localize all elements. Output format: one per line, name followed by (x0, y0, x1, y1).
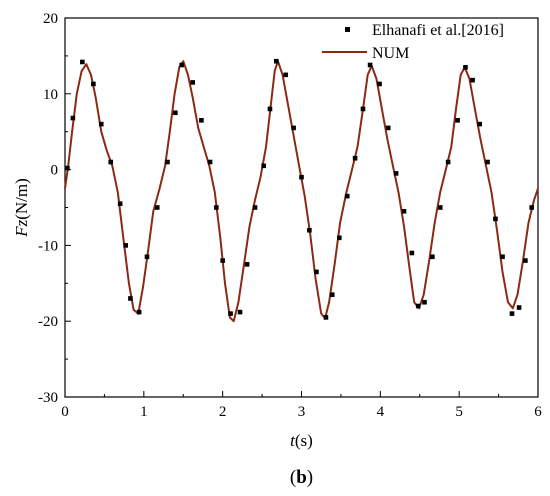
experiment-point-30 (307, 227, 312, 233)
legend-marker-experiment (345, 27, 350, 32)
experiment-point-2 (80, 59, 85, 65)
x-tick-label-6: 6 (534, 404, 542, 420)
experiment-point-24 (261, 163, 266, 169)
experiment-point-21 (237, 309, 243, 315)
y-tick-label-3: 0 (51, 163, 59, 179)
axis-ticks: 0 1 2 3 4 5 6 -30 -20 -10 0 10 20 (38, 11, 542, 420)
panel-label-open: ( (290, 467, 296, 488)
experiment-point-55 (500, 254, 505, 260)
experiment-point-56 (509, 311, 515, 316)
experiment-point-9 (136, 309, 142, 315)
experiment-point-23 (252, 205, 258, 210)
panel-label-close: ) (307, 467, 313, 488)
experiment-point-1 (70, 115, 76, 121)
experiment-point-53 (485, 159, 490, 165)
experiment-point-20 (228, 311, 233, 316)
x-tick-label-3: 3 (298, 404, 306, 420)
experiment-point-52 (477, 121, 482, 127)
experiment-point-49 (455, 118, 460, 123)
experiment-point-37 (360, 106, 366, 112)
experiment-point-59 (529, 205, 534, 210)
experiment-point-19 (220, 258, 225, 263)
y-tick-label-0: -30 (38, 390, 58, 406)
series-layer (64, 58, 539, 323)
x-tick-label-4: 4 (377, 404, 385, 420)
experiment-point-6 (117, 201, 123, 207)
experiment-point-44 (415, 303, 421, 309)
experiment-point-50 (463, 64, 468, 70)
experiment-point-7 (123, 243, 129, 248)
experiment-point-28 (291, 125, 296, 131)
x-tick-label-0: 0 (61, 404, 69, 420)
experiment-point-4 (98, 121, 104, 127)
panel-label-letter: b (296, 467, 307, 488)
experiment-point-57 (516, 305, 522, 310)
experiment-point-51 (470, 77, 475, 83)
experiment-point-26 (273, 58, 279, 64)
experiment-point-46 (430, 254, 435, 260)
experiment-point-16 (199, 118, 204, 123)
experiment-point-38 (367, 62, 373, 68)
x-axis-label-italic: t (290, 431, 296, 450)
y-axis-label: Fz(N/m) (12, 178, 31, 238)
experiment-point-22 (244, 262, 250, 267)
experiment-point-33 (329, 292, 335, 297)
y-axis-label-unit: (N/m) (12, 178, 31, 220)
experiment-point-18 (214, 205, 219, 210)
series-line-num (64, 60, 539, 323)
x-axis-label-unit: (s) (295, 431, 313, 450)
experiment-point-31 (314, 269, 319, 275)
y-tick-label-1: -20 (38, 314, 58, 330)
panel-label: (b) (290, 467, 313, 488)
experiment-point-41 (393, 171, 399, 176)
experiment-point-39 (377, 81, 382, 87)
experiment-point-48 (445, 159, 451, 165)
experiment-point-32 (323, 315, 329, 320)
y-tick-label-5: 20 (43, 11, 58, 27)
experiment-point-36 (352, 155, 358, 161)
experiment-point-54 (493, 216, 498, 222)
experiment-point-5 (108, 159, 114, 165)
experiment-point-8 (128, 296, 133, 301)
experiment-point-40 (385, 125, 391, 131)
experiment-point-58 (523, 258, 528, 263)
y-tick-label-2: -10 (38, 238, 58, 254)
y-axis-label-italic: Fz (12, 219, 31, 237)
experiment-point-47 (437, 205, 443, 210)
legend-label-experiment: Elhanafi et al.[2016] (372, 22, 504, 39)
experiment-point-15 (190, 80, 196, 85)
experiment-point-13 (173, 110, 178, 116)
experiment-point-17 (207, 159, 213, 165)
x-tick-label-1: 1 (140, 404, 148, 420)
experiment-point-11 (154, 205, 160, 210)
experiment-point-27 (283, 72, 289, 78)
experiment-point-29 (299, 174, 304, 180)
x-tick-label-2: 2 (219, 404, 227, 420)
experiment-point-10 (144, 254, 150, 260)
experiment-point-0 (65, 165, 70, 171)
experiment-point-14 (179, 62, 184, 68)
legend-label-num: NUM (372, 45, 409, 62)
experiment-point-12 (165, 159, 170, 165)
experiment-point-42 (401, 208, 407, 214)
y-tick-label-4: 10 (43, 87, 58, 103)
experiment-point-43 (409, 250, 415, 256)
x-axis-label: t(s) (290, 431, 313, 450)
x-tick-label-5: 5 (455, 404, 463, 420)
legend: Elhanafi et al.[2016] NUM (322, 22, 504, 62)
experiment-point-35 (344, 193, 350, 199)
experiment-point-34 (337, 235, 342, 241)
experiment-point-45 (422, 299, 427, 305)
experiment-point-25 (267, 106, 273, 112)
experiment-point-3 (91, 81, 96, 87)
